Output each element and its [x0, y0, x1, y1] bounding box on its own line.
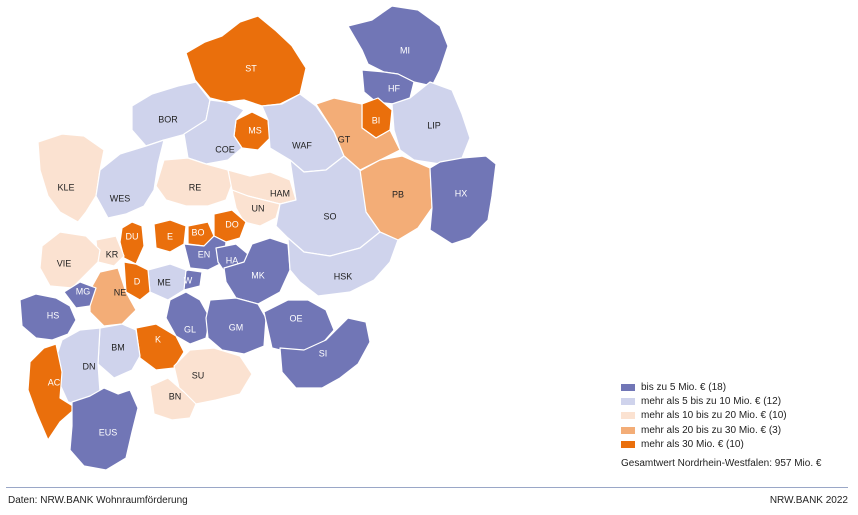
region-label-ham: HAM [270, 188, 290, 198]
region-ne [89, 267, 137, 327]
legend-swatch [621, 383, 635, 391]
region-label-so: SO [323, 211, 336, 221]
region-label-lip: LIP [427, 120, 441, 130]
region-label-mg: MG [76, 286, 91, 296]
region-label-w: W [184, 275, 193, 285]
region-hs [19, 293, 77, 341]
legend-item-c5: mehr als 30 Mio. € (10) [621, 437, 787, 451]
region-label-waf: WAF [292, 140, 312, 150]
legend-item-c4: mehr als 20 bis zu 30 Mio. € (3) [621, 423, 787, 437]
region-label-su: SU [192, 370, 205, 380]
legend-label: mehr als 30 Mio. € (10) [641, 438, 744, 450]
region-label-ms: MS [248, 125, 262, 135]
region-label-si: SI [319, 348, 328, 358]
legend-label: mehr als 20 bis zu 30 Mio. € (3) [641, 424, 782, 436]
region-label-ac: AC [48, 377, 61, 387]
region-label-hx: HX [455, 188, 468, 198]
region-label-wes: WES [110, 193, 131, 203]
region-st [185, 15, 307, 107]
region-label-k: K [155, 334, 161, 344]
legend-swatch [621, 412, 635, 420]
region-label-bi: BI [372, 115, 381, 125]
region-label-du: DU [126, 231, 139, 241]
region-label-do: DO [225, 219, 239, 229]
region-un [231, 189, 281, 227]
region-kle [37, 133, 105, 223]
region-label-bor: BOR [158, 114, 178, 124]
publisher-credit: NRW.BANK 2022 [769, 495, 848, 506]
region-label-un: UN [252, 203, 265, 213]
legend-swatch [621, 397, 635, 405]
region-hsk [287, 231, 399, 297]
region-gt [315, 97, 401, 171]
legend-item-c1: bis zu 5 Mio. € (18) [621, 380, 787, 394]
region-label-bo: BO [191, 227, 204, 237]
total-value: Gesamtwert Nordrhein-Westfalen: 957 Mio.… [621, 458, 822, 469]
footer-divider [6, 487, 848, 488]
legend-label: mehr als 10 bis zu 20 Mio. € (10) [641, 410, 787, 422]
region-label-kle: KLE [57, 182, 74, 192]
legend-swatch [621, 426, 635, 434]
region-eus [69, 387, 139, 471]
region-label-ne: NE [114, 287, 127, 297]
region-si [279, 317, 371, 389]
region-label-en: EN [198, 249, 211, 259]
region-label-gm: GM [229, 322, 244, 332]
region-label-hs: HS [47, 310, 60, 320]
map-legend: bis zu 5 Mio. € (18) mehr als 5 bis zu 10… [621, 380, 787, 451]
legend-label: bis zu 5 Mio. € (18) [641, 381, 727, 393]
region-label-hsk: HSK [334, 271, 353, 281]
region-wes [95, 139, 165, 219]
region-label-oe: OE [289, 313, 302, 323]
region-label-st: ST [245, 63, 257, 73]
region-k [135, 323, 185, 371]
region-label-dn: DN [83, 361, 96, 371]
legend-label: mehr als 5 bis zu 10 Mio. € (12) [641, 395, 782, 407]
region-label-me: ME [157, 277, 171, 287]
region-hx [429, 155, 497, 245]
region-label-gl: GL [184, 324, 196, 334]
region-mg [63, 281, 97, 309]
region-label-e: E [167, 231, 173, 241]
region-label-bm: BM [111, 342, 125, 352]
legend-item-c2: mehr als 5 bis zu 10 Mio. € (12) [621, 394, 787, 408]
region-bm [97, 323, 141, 379]
nrw-district-map: ST MI HF BI LIP BOR MS COE WAF GT PB HX KLE WES RE HAM U… [19, 5, 497, 471]
region-label-re: RE [189, 182, 202, 192]
legend-swatch [621, 440, 635, 448]
region-vie [39, 231, 101, 289]
region-label-vie: VIE [57, 258, 72, 268]
region-label-eus: EUS [99, 427, 118, 437]
region-label-bn: BN [169, 391, 182, 401]
region-label-mk: MK [251, 270, 265, 280]
region-label-coe: COE [215, 144, 235, 154]
region-label-pb: PB [392, 189, 404, 199]
region-label-hf: HF [388, 83, 400, 93]
region-label-mi: MI [400, 45, 410, 55]
region-label-d: D [134, 276, 141, 286]
region-gl [165, 291, 211, 345]
data-source: Daten: NRW.BANK Wohnraumförderung [8, 495, 188, 506]
region-label-kr: KR [106, 249, 119, 259]
region-label-ha: HA [226, 255, 239, 265]
legend-item-c3: mehr als 10 bis zu 20 Mio. € (10) [621, 409, 787, 423]
region-re [155, 157, 233, 207]
region-label-gt: GT [338, 134, 351, 144]
region-gm [205, 297, 267, 355]
region-mi [347, 5, 449, 87]
region-bn [149, 377, 197, 421]
region-du [119, 221, 145, 265]
